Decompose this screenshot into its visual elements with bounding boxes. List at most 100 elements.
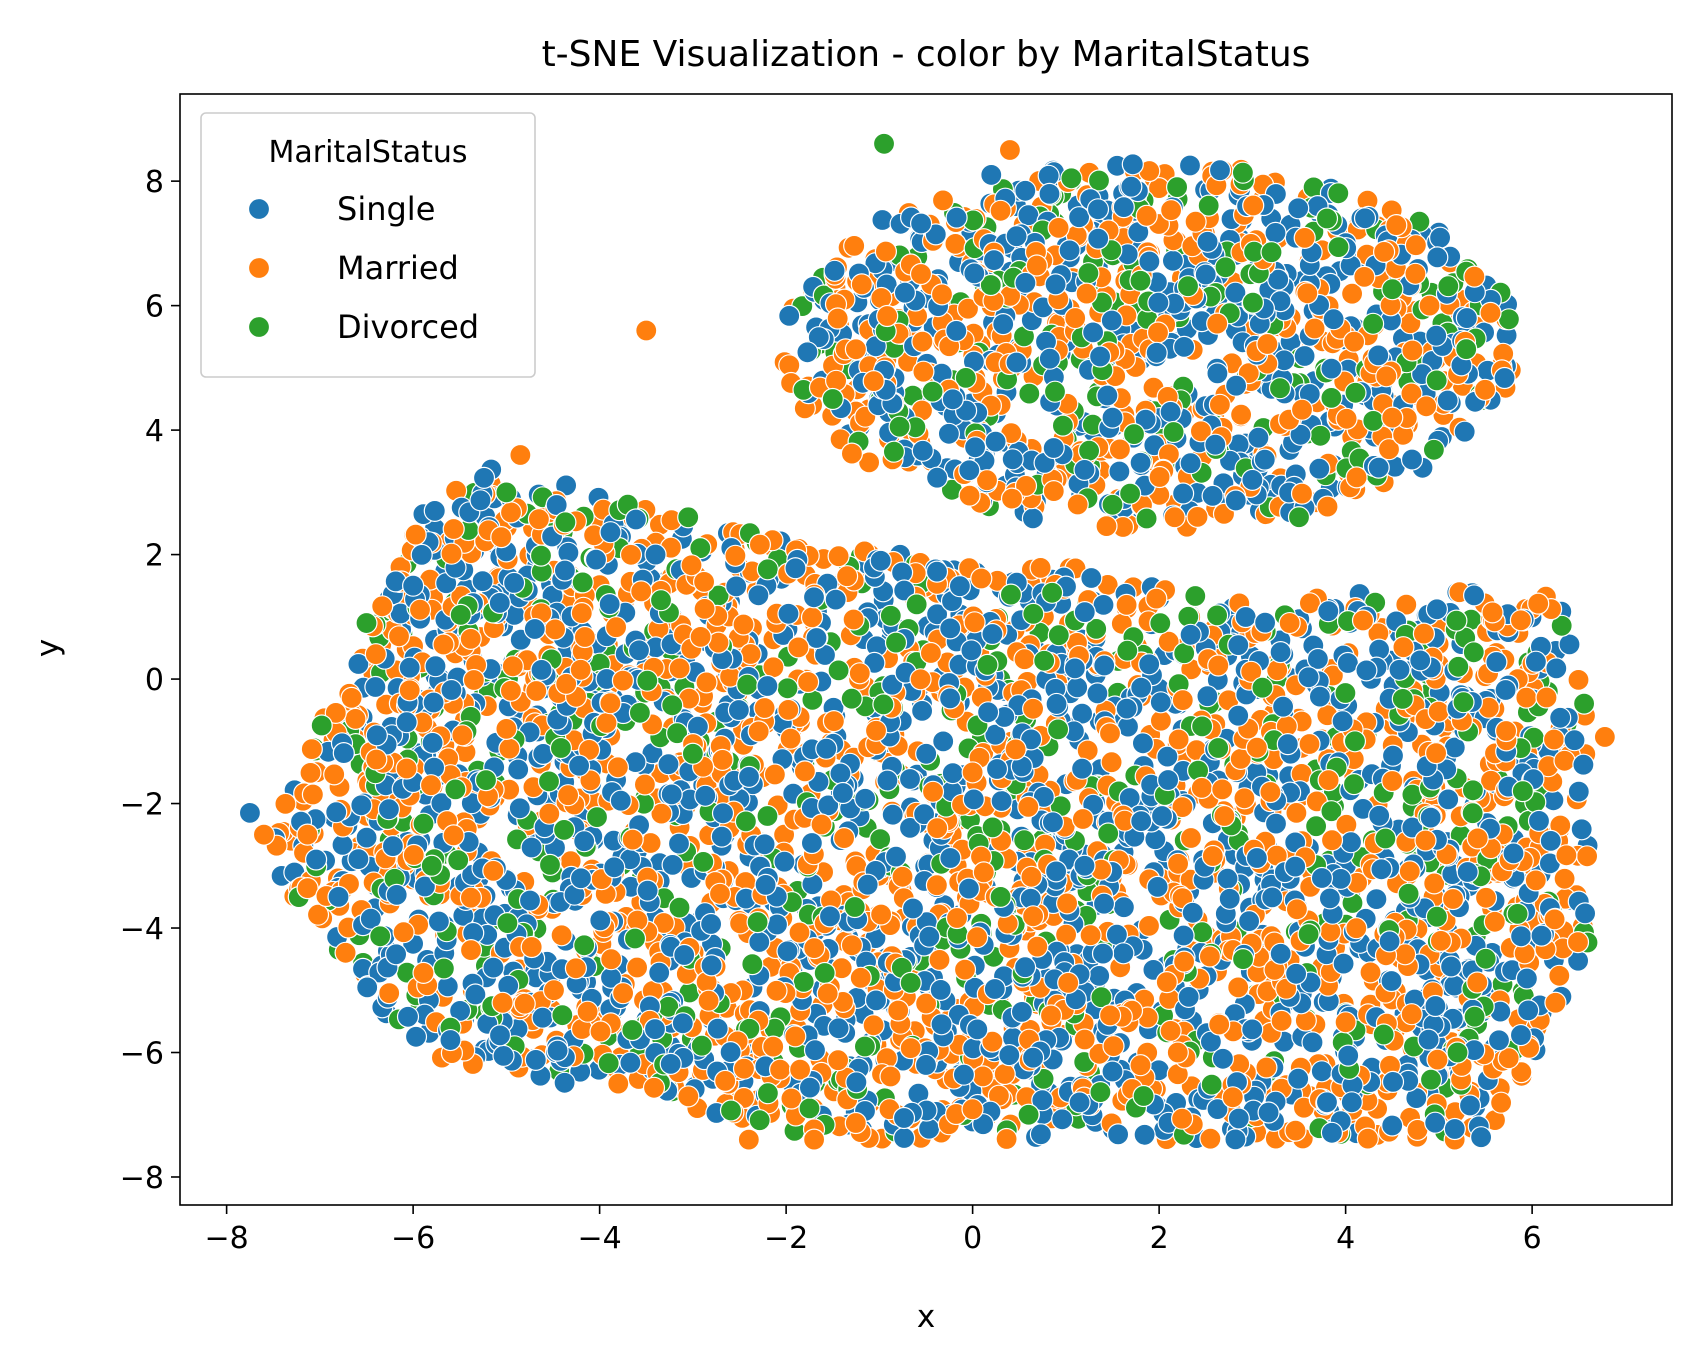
background-point: [364, 675, 387, 699]
background-point: [1014, 179, 1037, 202]
background-point: [1573, 902, 1597, 925]
background-point: [1429, 929, 1453, 953]
background-point: [1161, 249, 1185, 272]
background-point: [1404, 262, 1427, 285]
background-point: [784, 1025, 807, 1048]
background-point: [1415, 395, 1438, 418]
background-point: [507, 758, 530, 781]
background-point: [474, 768, 498, 792]
background-point: [862, 370, 885, 393]
background-point: [1184, 584, 1207, 608]
background-point: [1306, 647, 1330, 671]
background-point: [1344, 381, 1367, 404]
background-point: [732, 613, 755, 636]
background-point: [598, 592, 621, 616]
background-point: [1112, 896, 1136, 919]
background-point: [874, 240, 898, 263]
background-point: [642, 1076, 666, 1099]
background-point: [1441, 887, 1465, 911]
background-point: [756, 674, 779, 698]
background-point: [1145, 587, 1168, 610]
background-point: [1466, 971, 1489, 994]
background-point: [553, 559, 577, 582]
background-point: [1463, 265, 1486, 288]
background-point: [482, 956, 505, 979]
background-point: [1426, 1048, 1449, 1071]
background-point: [1086, 682, 1109, 705]
background-point: [971, 1065, 995, 1088]
background-point: [1509, 925, 1533, 948]
background-point: [1021, 507, 1045, 530]
background-point: [763, 763, 787, 786]
background-point: [693, 597, 716, 621]
background-point: [1177, 985, 1200, 1009]
background-point: [958, 484, 981, 507]
background-point: [930, 283, 954, 306]
background-point: [952, 1063, 976, 1086]
background-point: [1485, 650, 1508, 674]
background-point: [1276, 732, 1299, 756]
background-point: [396, 1005, 420, 1028]
background-point: [963, 436, 987, 459]
background-point: [1342, 330, 1366, 353]
background-point: [1095, 514, 1118, 538]
background-point: [325, 801, 348, 824]
background-point: [747, 584, 770, 607]
background-point: [932, 730, 955, 753]
background-point: [915, 742, 938, 765]
background-point: [1171, 688, 1194, 712]
background-point: [300, 737, 323, 761]
background-point: [600, 948, 623, 971]
background-point: [909, 668, 932, 691]
background-point: [719, 1099, 743, 1122]
background-point: [1545, 657, 1568, 680]
background-point: [777, 602, 800, 625]
background-point: [1245, 846, 1269, 870]
background-point: [1256, 332, 1279, 356]
background-point: [898, 767, 922, 791]
background-point: [1412, 622, 1436, 645]
background-point: [1572, 692, 1596, 715]
background-point: [1135, 507, 1158, 530]
background-point: [491, 991, 514, 1014]
background-point: [502, 571, 526, 595]
background-point: [306, 903, 330, 926]
background-point: [668, 896, 691, 919]
background-point: [520, 836, 543, 859]
background-point: [1515, 967, 1539, 990]
background-point: [340, 686, 363, 710]
background-point: [1237, 909, 1261, 933]
background-point: [1190, 715, 1214, 738]
background-point: [1100, 309, 1123, 332]
background-point: [299, 761, 322, 785]
background-point: [1108, 460, 1131, 483]
background-point: [1517, 999, 1540, 1022]
background-point: [1224, 489, 1247, 512]
background-point: [1469, 1126, 1493, 1149]
background-point: [1184, 210, 1207, 233]
background-point: [1336, 651, 1360, 675]
background-point: [530, 658, 553, 682]
background-point: [1320, 357, 1343, 380]
background-point: [737, 765, 761, 789]
background-point: [939, 617, 962, 640]
background-point: [378, 981, 401, 1005]
background-point: [1042, 480, 1065, 503]
background-point: [1487, 1029, 1511, 1052]
background-point: [1191, 921, 1214, 944]
background-point: [633, 773, 657, 796]
background-point: [1425, 905, 1449, 928]
background-point: [1398, 860, 1421, 883]
background-point: [1156, 768, 1180, 792]
background-point: [1198, 945, 1222, 968]
background-point: [1172, 924, 1195, 947]
background-point: [864, 989, 888, 1012]
background-point: [965, 926, 989, 949]
background-point: [1070, 757, 1094, 780]
background-point: [910, 699, 934, 723]
background-point: [427, 910, 450, 933]
background-point: [1425, 369, 1448, 392]
background-point: [589, 1020, 612, 1043]
background-point: [1186, 505, 1209, 529]
background-point: [520, 935, 543, 959]
